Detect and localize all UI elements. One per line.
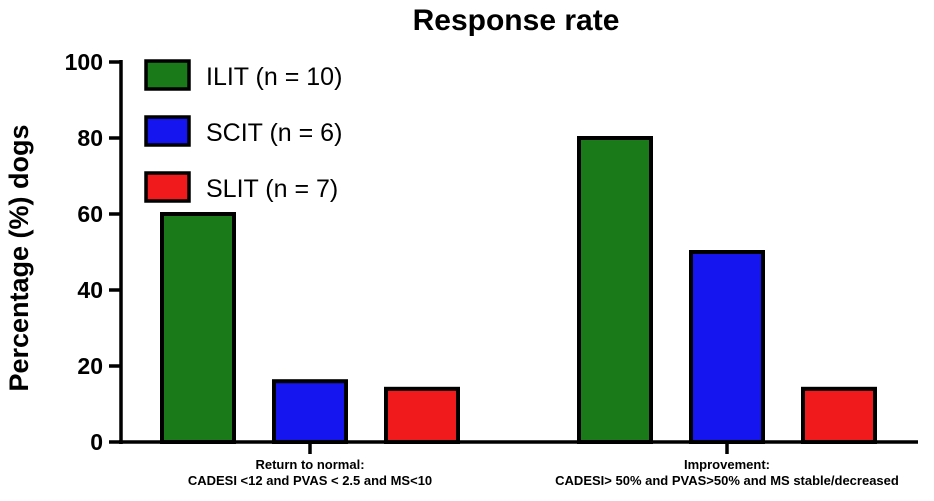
y-tick-label: 40 <box>77 277 103 303</box>
x-category-label: Return to normal: <box>255 457 364 472</box>
legend-label: ILIT (n = 10) <box>206 63 342 91</box>
bar <box>577 136 653 444</box>
y-tick-label: 20 <box>77 353 103 379</box>
bar <box>801 386 877 444</box>
bar <box>384 386 460 444</box>
y-tick-label: 60 <box>77 201 103 227</box>
bar <box>160 212 236 444</box>
x-category-label: CADESI <12 and PVAS < 2.5 and MS<10 <box>188 473 432 488</box>
plot-area: 0 20 40 60 80 100 Return to normal:CADESI <12 … <box>65 49 918 488</box>
legend-swatch <box>144 171 191 203</box>
bar <box>689 250 765 444</box>
bar <box>272 379 348 445</box>
y-tick-label: 100 <box>65 49 103 75</box>
legend-label: SCIT (n = 6) <box>206 119 342 147</box>
x-category-label: CADESI> 50% and PVAS>50% and MS stable/d… <box>555 473 899 488</box>
legend-label: SLIT (n = 7) <box>206 175 338 203</box>
chart-title: Response rate <box>413 4 620 37</box>
legend-swatch <box>144 115 191 147</box>
y-tick-label: 0 <box>90 429 103 455</box>
y-tick-label: 80 <box>77 125 103 151</box>
y-axis-label: Percentage (%) dogs <box>4 124 34 391</box>
legend: ILIT (n = 10) SCIT (n = 6) SLIT (n = 7) <box>144 59 342 203</box>
legend-swatch <box>144 59 191 91</box>
x-category-label: Improvement: <box>684 457 770 472</box>
